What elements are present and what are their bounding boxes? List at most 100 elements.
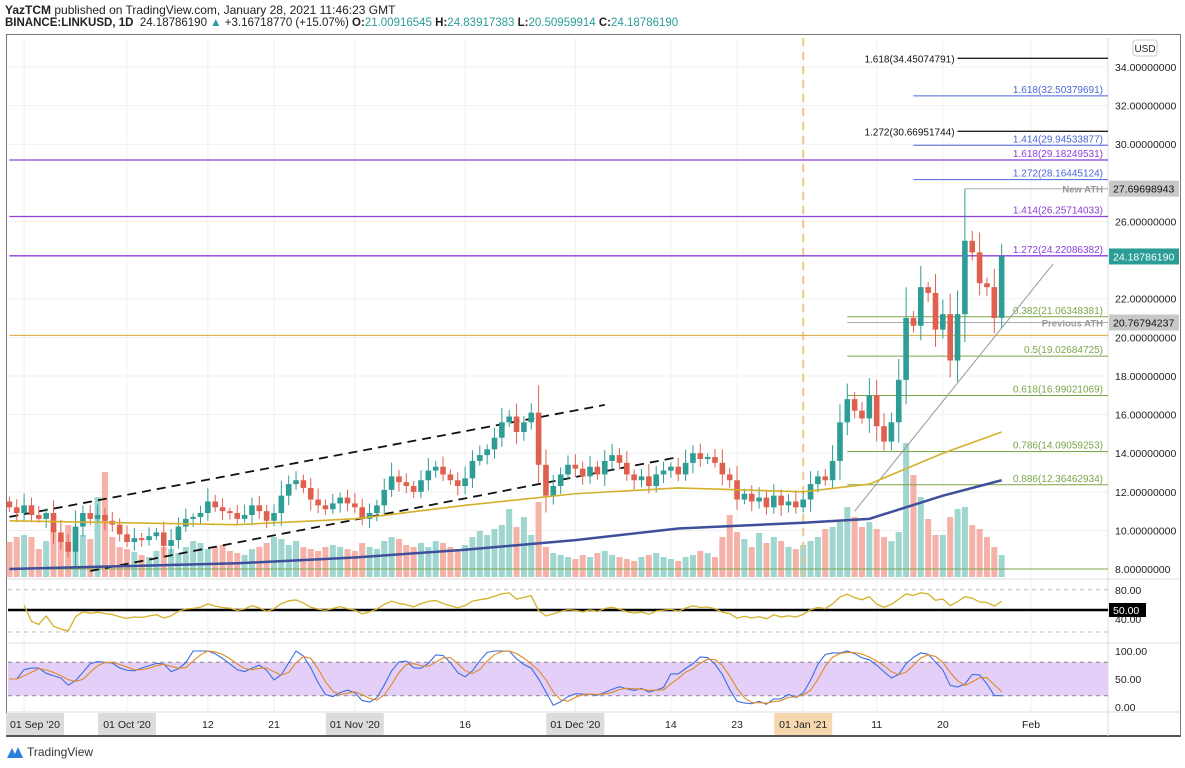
candle-body: [278, 495, 285, 514]
high-value: 24.83917383: [447, 17, 515, 29]
currency-button[interactable]: [1132, 39, 1158, 57]
candle-body: [307, 487, 314, 500]
volume-bar: [859, 527, 865, 577]
fib-level-label: 0.886(12.36462934): [1013, 474, 1103, 485]
channel-upper-line: [9, 404, 605, 518]
candle-body: [918, 287, 924, 326]
volume-bars: [6, 443, 1005, 577]
candle-body: [851, 399, 858, 411]
candle-body: [513, 416, 520, 432]
fib-level-label: 0.618(16.99021069): [1013, 384, 1103, 395]
volume-bar: [712, 557, 718, 577]
volume-bar: [660, 557, 667, 577]
price-change: +3.16718770 (+15.07%): [224, 17, 349, 29]
price-tick-label: 26.00000000: [1115, 216, 1176, 228]
candle-body: [925, 287, 931, 293]
candle-body: [337, 497, 343, 504]
candle-body: [13, 507, 20, 514]
volume-bar: [476, 531, 483, 577]
date-tick-label: 21: [268, 719, 280, 731]
volume-bar: [344, 549, 351, 577]
candle-body: [330, 503, 336, 510]
price-tick-label: 30.00000000: [1115, 139, 1176, 151]
rsi-tick-label: 80.00: [1115, 585, 1141, 597]
volume-bar: [814, 537, 821, 577]
candle-body: [175, 526, 182, 541]
candle-body: [793, 501, 799, 508]
rsi-level-label: 50.00: [1113, 605, 1139, 617]
volume-bar: [373, 549, 380, 577]
candle-body: [6, 501, 13, 508]
symbol-info: BINANCE:LINKUSD, 1D 24.18786190 ▲ +3.167…: [5, 17, 678, 29]
volume-bar: [976, 529, 983, 577]
candle-body: [697, 453, 704, 459]
volume-bar: [462, 545, 469, 577]
candle-body: [741, 493, 748, 500]
volume-bar: [153, 551, 160, 577]
candle-body: [227, 511, 233, 514]
symbol: BINANCE:LINKUSD, 1D: [5, 17, 134, 29]
candle-body: [969, 240, 976, 253]
stoch-tick-label: 100.00: [1115, 646, 1147, 658]
volume-bar: [520, 517, 527, 577]
candle-body: [535, 412, 542, 465]
candle-body: [807, 484, 814, 500]
date-tick-label: 01 Dec '20: [550, 719, 600, 731]
volume-bar: [550, 553, 557, 577]
candle-body: [976, 252, 983, 284]
volume-bar: [682, 557, 689, 577]
candle-body: [668, 466, 674, 471]
candle-body: [719, 462, 726, 475]
volume-bar: [961, 507, 968, 577]
grid: [8, 38, 1180, 736]
volume-bar: [969, 525, 976, 577]
candle-body: [829, 460, 836, 481]
candle-body: [609, 455, 615, 461]
volume-bar: [469, 537, 476, 577]
close-value: 24.18786190: [611, 17, 679, 29]
publish-info: YazTCM published on TradingView.com, Jan…: [5, 3, 395, 17]
candle-body: [462, 478, 468, 487]
volume-bar: [513, 527, 520, 577]
volume-bar: [822, 529, 829, 577]
candle-body: [43, 513, 49, 519]
volume-bar: [836, 522, 843, 577]
date-tick-box: [774, 713, 833, 735]
candle-body: [366, 513, 373, 519]
volume-bar: [587, 557, 594, 577]
candle-body: [837, 422, 843, 461]
moving-average-slow: [9, 479, 1002, 571]
date-tick-box: [98, 713, 156, 735]
candle-body: [822, 476, 829, 481]
volume-bar: [689, 555, 696, 577]
volume-bar: [271, 537, 277, 577]
candle-body: [315, 499, 321, 506]
tradingview-logo-icon: [7, 747, 23, 758]
tradingview-logo[interactable]: TradingView: [6, 745, 93, 759]
volume-bar: [454, 549, 461, 577]
fib-level-label: 1.618(32.50379691): [1013, 85, 1103, 96]
date-tick-label: 20: [937, 719, 949, 731]
candle-body: [300, 480, 307, 488]
author[interactable]: YazTCM: [5, 3, 52, 17]
volume-bar: [888, 541, 895, 577]
up-triangle-icon: ▲: [210, 17, 222, 29]
candle-body: [579, 468, 586, 477]
date-tick-label: 12: [202, 719, 214, 731]
fib-level-label: 1.414(26.25714033): [1013, 206, 1103, 217]
candle-body: [168, 540, 174, 546]
volume-bar: [410, 547, 417, 577]
candle-body: [72, 526, 79, 552]
fib-level-label: 1.272(30.66951744): [864, 127, 954, 138]
candle-body: [491, 437, 498, 450]
date-tick-label: 01 Jan '21: [779, 719, 827, 731]
candle-body: [521, 422, 527, 432]
volume-bar: [79, 535, 86, 577]
volume-bar: [21, 535, 28, 577]
candle-body: [28, 505, 35, 515]
volume-bar: [667, 559, 674, 577]
volume-bar: [197, 543, 204, 577]
price-tick-label: 18.00000000: [1115, 371, 1176, 383]
trendline: [854, 263, 1054, 512]
